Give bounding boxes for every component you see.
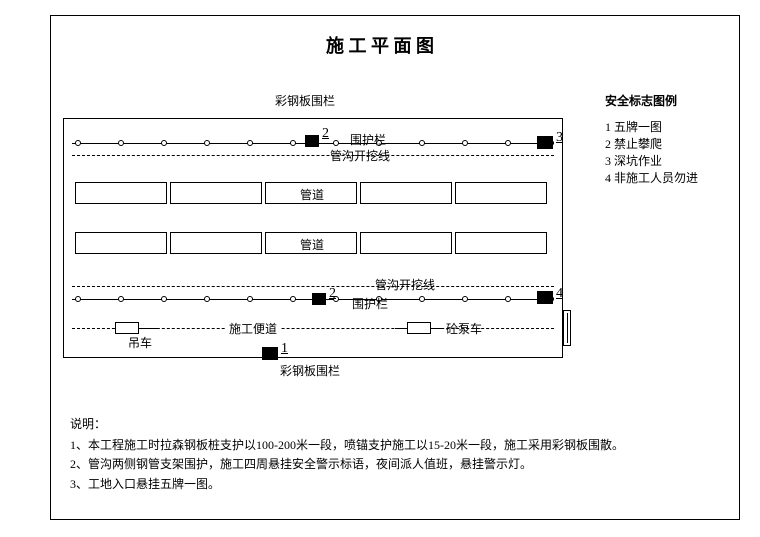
guardrail-post bbox=[204, 296, 210, 302]
guardrail-post bbox=[247, 296, 253, 302]
pipe-segment bbox=[170, 232, 262, 254]
guardrail-post bbox=[419, 140, 425, 146]
marker-num-4: 4 bbox=[556, 286, 563, 302]
excavation-line-bottom bbox=[72, 286, 554, 287]
guardrail-post bbox=[161, 140, 167, 146]
fence-top-label: 彩钢板围栏 bbox=[275, 92, 335, 109]
guardrail-post bbox=[505, 140, 511, 146]
legend-num: 2 bbox=[605, 137, 611, 151]
legend-item-4: 4 非施工人员勿进 bbox=[605, 169, 698, 186]
notes-title: 说明： bbox=[70, 415, 720, 434]
crane-label: 吊车 bbox=[128, 334, 152, 351]
legend-item-3: 3 深坑作业 bbox=[605, 152, 662, 169]
pipe-segment bbox=[360, 232, 452, 254]
marker-sq-4 bbox=[537, 291, 553, 304]
marker-sq-3 bbox=[537, 136, 553, 149]
pump-line-r bbox=[431, 328, 443, 329]
pipe-segment bbox=[360, 182, 452, 204]
notes-line-2: 2、管沟两侧钢管支架围护，施工四周悬挂安全警示标语，夜间派人值班，悬挂警示灯。 bbox=[70, 455, 720, 474]
crane-symbol bbox=[115, 322, 139, 334]
guardrail-post bbox=[247, 140, 253, 146]
fence-bottom-label: 彩钢板围栏 bbox=[280, 362, 340, 379]
guardrail-post bbox=[462, 296, 468, 302]
pump-label: 砼泵车 bbox=[446, 320, 482, 337]
road-label: 施工便道 bbox=[225, 320, 281, 337]
guardrail-post bbox=[290, 296, 296, 302]
pipe2-label: 管道 bbox=[300, 236, 324, 253]
guardrail-post bbox=[161, 296, 167, 302]
pipe-segment bbox=[75, 182, 167, 204]
marker-num-2a: 2 bbox=[322, 126, 329, 142]
guardrail-post bbox=[204, 140, 210, 146]
pipe-segment bbox=[75, 232, 167, 254]
pump-symbol bbox=[407, 322, 431, 334]
legend-text: 深坑作业 bbox=[614, 154, 662, 168]
guardrail-post bbox=[118, 296, 124, 302]
gate-inner bbox=[567, 313, 568, 343]
pipe-segment bbox=[455, 232, 547, 254]
pump-line-l bbox=[395, 328, 407, 329]
guardrail-post bbox=[462, 140, 468, 146]
notes-line-1: 1、本工程施工时拉森钢板桩支护以100-200米一段，喷锚支护施工以15-20米… bbox=[70, 436, 720, 455]
guard-bottom-label: 围护栏 bbox=[352, 295, 388, 312]
legend-num: 4 bbox=[605, 171, 611, 185]
pipe-segment bbox=[455, 182, 547, 204]
guardrail-post bbox=[75, 140, 81, 146]
diagram-title: 施 工 平 面 图 bbox=[0, 32, 760, 58]
legend-text: 禁止攀爬 bbox=[614, 137, 662, 151]
marker-sq-2b bbox=[312, 293, 326, 305]
legend-item-2: 2 禁止攀爬 bbox=[605, 135, 662, 152]
legend-num: 3 bbox=[605, 154, 611, 168]
legend-num: 1 bbox=[605, 120, 611, 134]
marker-sq-1 bbox=[262, 347, 278, 360]
excavation-line-top bbox=[72, 155, 554, 156]
marker-sq-2a bbox=[305, 135, 319, 147]
crane-line bbox=[139, 328, 157, 329]
legend-item-1: 1 五牌一图 bbox=[605, 118, 662, 135]
guard-top-label: 围护栏 bbox=[350, 131, 386, 148]
legend-text: 五牌一图 bbox=[614, 120, 662, 134]
marker-num-2b: 2 bbox=[329, 286, 336, 302]
guardrail-post bbox=[505, 296, 511, 302]
excavation-top-label: 管沟开挖线 bbox=[330, 147, 390, 164]
guardrail-post bbox=[75, 296, 81, 302]
marker-num-3: 3 bbox=[556, 130, 563, 146]
guardrail-post bbox=[419, 296, 425, 302]
pipe1-label: 管道 bbox=[300, 186, 324, 203]
excavation-bottom-label: 管沟开挖线 bbox=[375, 276, 435, 293]
legend-text: 非施工人员勿进 bbox=[614, 171, 698, 185]
legend-title: 安全标志图例 bbox=[605, 92, 677, 109]
marker-num-1: 1 bbox=[281, 341, 288, 357]
notes-line-3: 3、工地入口悬挂五牌一图。 bbox=[70, 475, 720, 494]
notes-block: 说明： 1、本工程施工时拉森钢板桩支护以100-200米一段，喷锚支护施工以15… bbox=[70, 415, 720, 494]
guardrail-post bbox=[333, 140, 339, 146]
guardrail-post bbox=[290, 140, 296, 146]
guardrail-post bbox=[118, 140, 124, 146]
pipe-segment bbox=[170, 182, 262, 204]
